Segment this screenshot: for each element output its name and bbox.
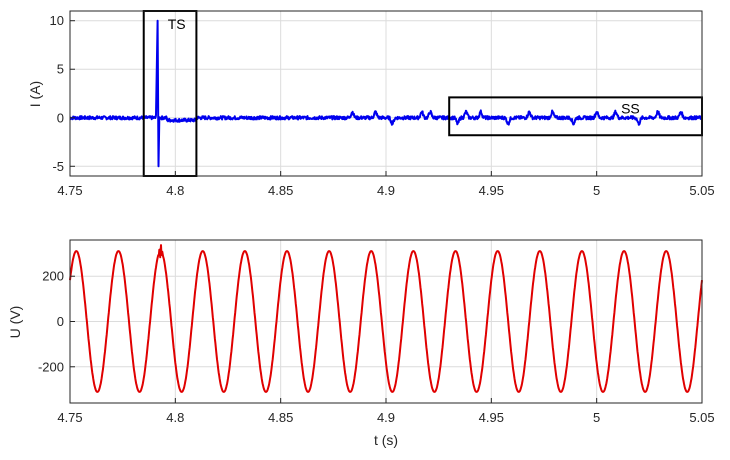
current-plot: TS SS 4.75 4.8 4.85 4.9 4.95 5 5.05 10 5 0 -5 I (A… <box>27 10 715 198</box>
voltage-x-tick-label: 4.9 <box>377 410 395 425</box>
voltage-y-ticks: 200 0 -200 <box>38 269 75 374</box>
voltage-x-tick-label: 4.8 <box>166 410 184 425</box>
voltage-x-ticks: 4.75 4.8 4.85 4.9 4.95 5 5.05 <box>57 398 715 425</box>
current-y-axis-label: I (A) <box>27 81 43 107</box>
voltage-plot: 4.75 4.8 4.85 4.9 4.95 5 5.05 200 0 -200 U (V) t… <box>7 239 715 448</box>
voltage-y-tick-label: 0 <box>57 314 64 329</box>
voltage-x-tick-label: 4.85 <box>268 410 293 425</box>
current-x-ticks: 4.75 4.8 4.85 4.9 4.95 5 5.05 <box>57 171 715 198</box>
current-series-line <box>69 19 703 168</box>
ts-label: TS <box>168 16 186 32</box>
current-x-tick-label: 4.75 <box>57 183 82 198</box>
current-y-tick-label: 0 <box>57 110 64 125</box>
current-y-tick-label: -5 <box>52 159 64 174</box>
voltage-x-tick-label: 4.95 <box>479 410 504 425</box>
voltage-x-tick-label: 5 <box>593 410 600 425</box>
current-x-tick-label: 4.95 <box>479 183 504 198</box>
voltage-y-tick-label: 200 <box>42 269 64 284</box>
voltage-series <box>69 244 703 393</box>
current-y-tick-label: 5 <box>57 62 64 77</box>
current-x-tick-label: 5 <box>593 183 600 198</box>
voltage-y-axis-label: U (V) <box>7 306 23 339</box>
voltage-x-tick-label: 4.75 <box>57 410 82 425</box>
voltage-x-axis-label: t (s) <box>374 432 398 448</box>
current-x-tick-label: 4.9 <box>377 183 395 198</box>
ss-label: SS <box>621 100 640 116</box>
current-y-tick-label: 10 <box>50 13 64 28</box>
voltage-x-tick-label: 5.05 <box>689 410 714 425</box>
current-series <box>69 19 703 168</box>
current-x-tick-label: 4.85 <box>268 183 293 198</box>
voltage-y-tick-label: -200 <box>38 359 64 374</box>
voltage-series-line <box>69 244 703 393</box>
current-x-tick-label: 5.05 <box>689 183 714 198</box>
current-y-ticks: 10 5 0 -5 <box>50 13 75 174</box>
current-x-tick-label: 4.8 <box>166 183 184 198</box>
